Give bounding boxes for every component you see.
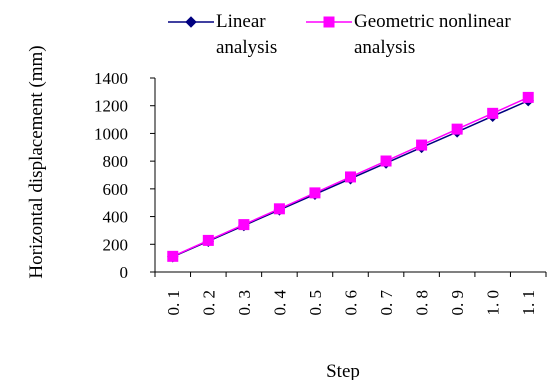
- x-tick-label: 0. 2: [199, 290, 218, 316]
- series-2: [167, 91, 534, 262]
- y-tick-label: 400: [103, 208, 129, 227]
- x-axis-ticks: 0. 1 0. 2 0. 3 0. 4 0. 5 0. 6 0. 7 0. 8 0. 9 1. 0…: [154, 272, 547, 316]
- axes: [154, 78, 546, 273]
- data-point: [487, 107, 499, 119]
- x-tick-label: 0. 6: [342, 290, 361, 316]
- x-tick-label: 0. 7: [377, 290, 396, 316]
- legend-entry-2: Geometric nonlinear analysis: [306, 11, 511, 58]
- x-tick-label: 0. 1: [164, 290, 183, 316]
- data-point: [380, 155, 392, 167]
- x-tick-label: 0. 5: [306, 290, 325, 316]
- data-point: [238, 219, 250, 231]
- x-tick-label: 0. 8: [413, 290, 432, 316]
- y-tick-label: 0: [120, 263, 129, 282]
- y-tick-label: 200: [103, 235, 129, 254]
- legend-label: Linear: [216, 11, 266, 32]
- y-tick-label: 1400: [94, 69, 128, 88]
- legend-label: analysis: [354, 37, 415, 58]
- y-axis-title: Horizontal displacement (mm): [26, 45, 47, 278]
- data-point: [416, 139, 428, 151]
- x-tick-label: 0. 3: [235, 290, 254, 316]
- y-tick-label: 800: [103, 152, 129, 171]
- data-point: [273, 203, 285, 215]
- data-point: [345, 171, 356, 183]
- legend: Linear analysis Geometric nonlinear analysi…: [168, 11, 511, 58]
- data-point: [202, 234, 214, 246]
- legend-marker: [185, 16, 197, 28]
- legend-label: analysis: [216, 37, 277, 58]
- x-axis-title: Step: [326, 361, 360, 380]
- legend-entry-1: Linear analysis: [168, 11, 277, 58]
- series: [167, 91, 534, 263]
- data-point: [522, 91, 534, 103]
- x-tick-label: 1. 0: [484, 290, 503, 316]
- y-tick-label: 1200: [94, 97, 128, 116]
- y-tick-label: 600: [103, 180, 129, 199]
- legend-label: Geometric nonlinear: [354, 11, 511, 32]
- legend-marker: [323, 16, 335, 28]
- x-tick-label: 0. 4: [270, 290, 289, 316]
- x-tick-label: 1. 1: [519, 290, 538, 316]
- data-point: [167, 250, 179, 262]
- data-point: [309, 187, 321, 199]
- x-tick-label: 0. 9: [448, 290, 467, 316]
- data-point: [451, 123, 463, 135]
- y-tick-label: 1000: [94, 124, 128, 143]
- y-axis-ticks: 0 200 400 600 800 1000 1200 1400: [94, 69, 155, 282]
